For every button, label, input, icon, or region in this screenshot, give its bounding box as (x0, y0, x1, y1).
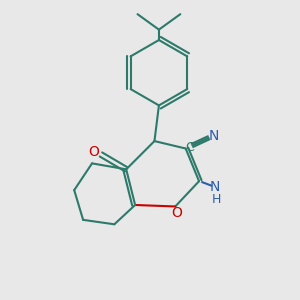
Text: H: H (211, 193, 221, 206)
Text: O: O (88, 145, 99, 159)
Text: O: O (171, 206, 182, 220)
Text: N: N (209, 129, 219, 143)
Text: N: N (209, 180, 220, 194)
Text: C: C (185, 141, 194, 154)
